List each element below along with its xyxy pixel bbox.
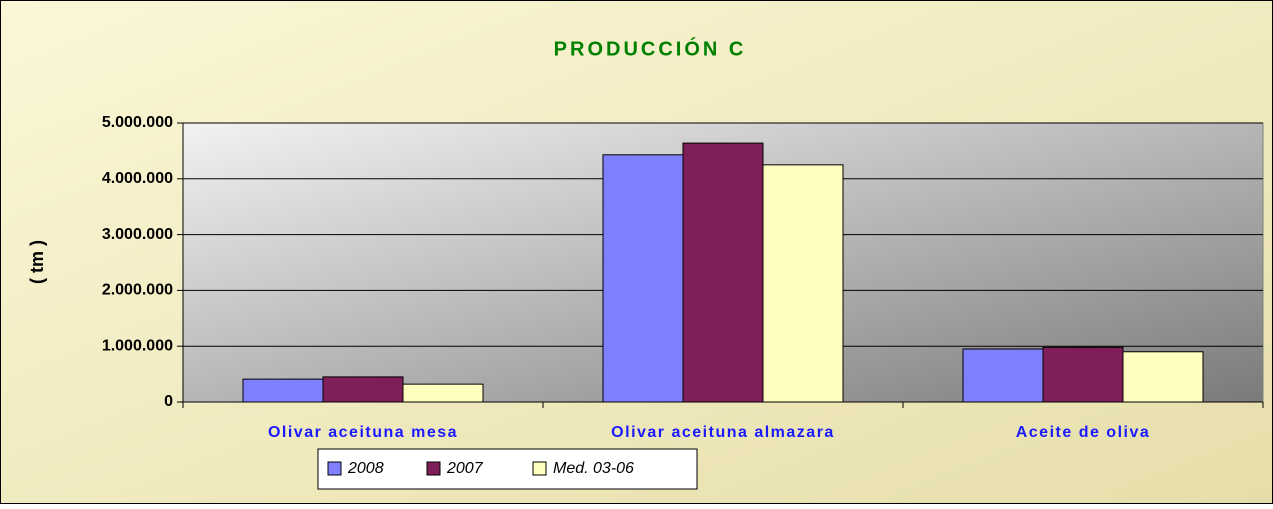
bar: [602, 154, 684, 403]
bar: [962, 348, 1044, 403]
legend-label: Med. 03-06: [553, 460, 634, 477]
chart-title: PRODUCCIÓN C: [554, 36, 747, 60]
legend-swatch: [426, 461, 441, 476]
bar: [762, 164, 844, 403]
bar: [682, 142, 764, 403]
y-tick-label: 5.000.000: [102, 114, 173, 131]
x-tick-label: Aceite de oliva: [1016, 424, 1151, 441]
legend-label: 2007: [446, 460, 484, 477]
y-tick-label: 3.000.000: [102, 226, 173, 243]
bar: [1042, 346, 1124, 403]
legend-swatch: [532, 461, 547, 476]
legend: [317, 448, 698, 490]
legend-swatch: [327, 461, 342, 476]
y-tick-label: 2.000.000: [102, 282, 173, 299]
y-axis-label: ( tm ): [27, 240, 47, 284]
y-tick-label: 4.000.000: [102, 170, 173, 187]
x-tick-label: Olivar aceituna mesa: [268, 424, 458, 441]
bar: [242, 378, 324, 403]
bar: [1122, 351, 1204, 403]
x-tick-label: Olivar aceituna almazara: [611, 424, 835, 441]
bar: [322, 376, 404, 403]
bar: [402, 383, 484, 403]
legend-label: 2008: [347, 460, 384, 477]
y-tick-label: 0: [164, 393, 173, 410]
y-tick-label: 1.000.000: [102, 337, 173, 354]
